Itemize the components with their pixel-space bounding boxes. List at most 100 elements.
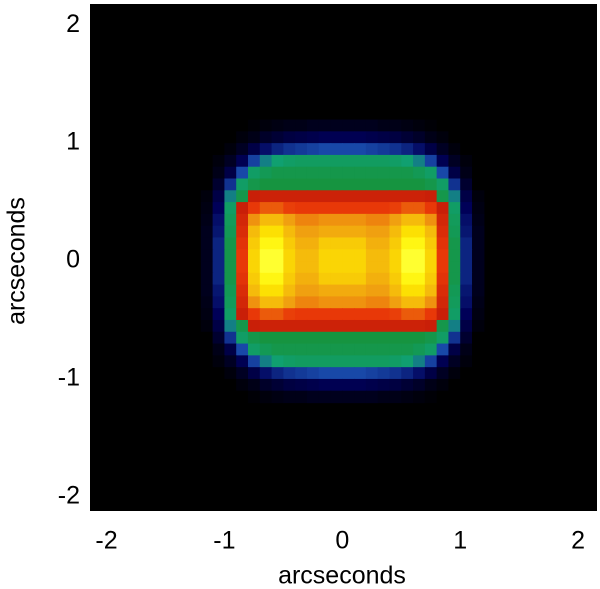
heatmap-cell — [271, 284, 284, 298]
heatmap-cell — [212, 343, 226, 356]
heatmap-cell — [460, 119, 473, 132]
heatmap-cell — [472, 296, 485, 309]
heatmap-cell — [259, 190, 273, 203]
heatmap-cell — [330, 390, 343, 404]
heatmap-cell — [377, 378, 391, 392]
heatmap-cell — [318, 190, 332, 203]
heatmap-cell — [271, 331, 284, 345]
heatmap-cell — [200, 119, 214, 132]
heatmap-cell — [224, 355, 237, 368]
heatmap-cell — [295, 154, 308, 168]
heatmap-cell — [259, 319, 273, 333]
heatmap-cell — [283, 249, 296, 262]
heatmap-cell — [318, 272, 332, 286]
heatmap-cell — [365, 367, 379, 380]
heatmap-cell — [377, 284, 391, 298]
heatmap-cell — [295, 237, 308, 250]
heatmap-cell — [354, 143, 367, 156]
heatmap-cell — [283, 190, 296, 203]
heatmap-cell — [247, 202, 261, 215]
heatmap-cell — [365, 154, 379, 168]
heatmap-cell — [448, 119, 461, 132]
heatmap-cell — [377, 296, 391, 309]
heatmap-cell — [401, 378, 414, 392]
heatmap-cell — [436, 284, 450, 298]
heatmap-cell — [389, 190, 402, 203]
heatmap-cell — [448, 284, 461, 298]
heatmap-cell — [365, 190, 379, 203]
heatmap-cell — [247, 143, 261, 156]
heatmap-cell — [436, 190, 450, 203]
heatmap-cell — [247, 284, 261, 298]
heatmap-cell — [212, 272, 226, 286]
heatmap-cell — [212, 319, 226, 333]
heatmap-cell — [354, 249, 367, 262]
heatmap-cell — [236, 261, 249, 274]
heatmap-cell — [342, 202, 355, 215]
heatmap-cell — [389, 237, 402, 250]
heatmap-cell — [247, 296, 261, 309]
heatmap-cell — [436, 213, 450, 227]
heatmap-cell — [330, 190, 343, 203]
heatmap-cell — [247, 131, 261, 144]
heatmap-cell — [365, 131, 379, 144]
heatmap-cell — [212, 154, 226, 168]
heatmap-cell — [460, 131, 473, 144]
heatmap-cell — [365, 143, 379, 156]
heatmap-cell — [295, 355, 308, 368]
heatmap-cell — [236, 143, 249, 156]
heatmap-cell — [330, 237, 343, 250]
heatmap-cell — [354, 225, 367, 239]
heatmap-cell — [413, 119, 426, 132]
heatmap-cell — [306, 143, 320, 156]
heatmap-cell — [318, 131, 332, 144]
heatmap-cell — [330, 202, 343, 215]
heatmap-cell — [236, 390, 249, 404]
heatmap-cell — [318, 225, 332, 239]
heatmap-cell — [295, 166, 308, 180]
y-tick-label: -2 — [58, 481, 80, 509]
heatmap-cell — [200, 343, 214, 356]
heatmap-cell — [236, 367, 249, 380]
heatmap-cell — [271, 190, 284, 203]
heatmap-cell — [365, 378, 379, 392]
heatmap-cell — [318, 355, 332, 368]
heatmap-cell — [318, 343, 332, 356]
heatmap-cell — [436, 272, 450, 286]
heatmap-cell — [472, 261, 485, 274]
heatmap-cell — [424, 308, 438, 321]
heatmap-cell — [354, 119, 367, 132]
heatmap-cell — [295, 225, 308, 239]
heatmap-cell — [212, 213, 226, 227]
heatmap-cell — [377, 225, 391, 239]
heatmap-cell — [330, 225, 343, 239]
heatmap-cell — [460, 319, 473, 333]
heatmap-cell — [283, 272, 296, 286]
heatmap-cell — [448, 166, 461, 180]
heatmap-cell — [436, 202, 450, 215]
heatmap-cell — [377, 249, 391, 262]
heatmap-cell — [413, 237, 426, 250]
heatmap-cell — [259, 284, 273, 298]
heatmap-cell — [413, 355, 426, 368]
heatmap-cell — [200, 284, 214, 298]
heatmap-cell — [342, 390, 355, 404]
heatmap-cell — [342, 319, 355, 333]
heatmap-cell — [306, 225, 320, 239]
heatmap-cell — [436, 225, 450, 239]
heatmap-cell — [259, 308, 273, 321]
heatmap-cell — [424, 119, 438, 132]
heatmap-cell — [424, 213, 438, 227]
heatmap-cell — [224, 131, 237, 144]
heatmap-cell — [306, 261, 320, 274]
heatmap-cell — [295, 261, 308, 274]
heatmap-cell — [413, 261, 426, 274]
heatmap-cell — [354, 308, 367, 321]
heatmap-cell — [247, 308, 261, 321]
heatmap-cell — [295, 272, 308, 286]
heatmap-cell — [236, 319, 249, 333]
heatmap-cell — [330, 378, 343, 392]
heatmap-cell — [448, 343, 461, 356]
heatmap-cell — [318, 319, 332, 333]
heatmap-cell — [424, 355, 438, 368]
